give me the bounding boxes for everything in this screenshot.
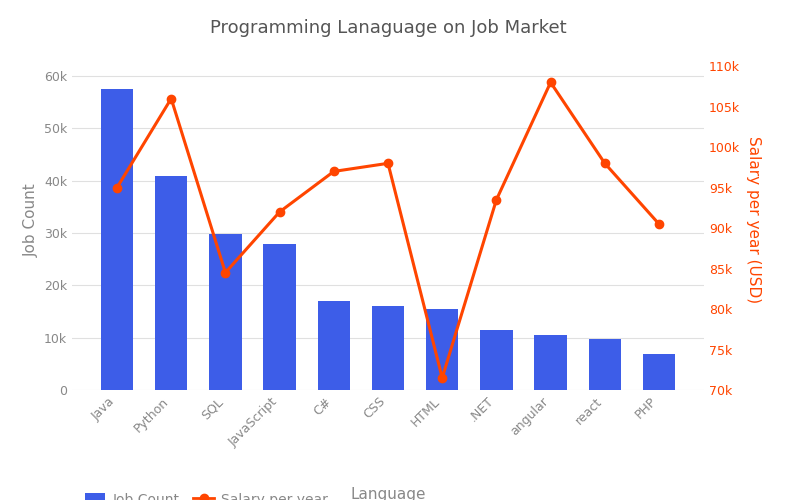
Bar: [426, 309, 458, 390]
Bar: [642, 354, 675, 390]
Bar: [155, 176, 187, 390]
Bar: [209, 234, 242, 390]
X-axis label: Language: Language: [350, 488, 426, 500]
Title: Programming Lanaguage on Job Market: Programming Lanaguage on Job Market: [210, 20, 566, 38]
Bar: [101, 89, 134, 390]
Bar: [318, 301, 350, 390]
Bar: [589, 338, 621, 390]
Bar: [480, 330, 513, 390]
Y-axis label: Job Count: Job Count: [23, 183, 38, 257]
Bar: [372, 306, 404, 390]
Bar: [263, 244, 296, 390]
Bar: [534, 335, 567, 390]
Legend: Job Count, Salary per year: Job Count, Salary per year: [79, 487, 334, 500]
Y-axis label: Salary per year (USD): Salary per year (USD): [746, 136, 761, 304]
